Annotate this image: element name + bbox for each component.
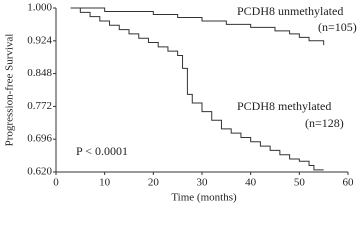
x-tick-label: 50	[294, 177, 306, 189]
y-axis-title: Progression-free Survival	[4, 34, 16, 147]
annotation: (n=105)	[318, 20, 357, 34]
x-tick-label: 40	[245, 177, 257, 189]
x-axis-title: Time (months)	[171, 192, 237, 204]
y-tick-label: 1.000	[27, 2, 52, 14]
y-tick-label: 0.848	[27, 67, 52, 79]
y-tick-label: 0.924	[27, 34, 52, 46]
annotation: (n=128)	[305, 116, 344, 130]
survival-curve	[70, 7, 325, 46]
series-label: PCDH8 methylated	[237, 99, 331, 113]
x-tick-label: 60	[343, 177, 355, 189]
y-tick-label: 0.696	[27, 133, 52, 145]
x-tick-label: 0	[53, 177, 59, 189]
x-tick-label: 10	[99, 177, 111, 189]
series-label: PCDH8 unmethylated	[237, 4, 343, 18]
x-tick-label: 20	[148, 177, 160, 189]
y-tick-label: 0.620	[27, 166, 52, 178]
x-tick-label: 30	[197, 177, 209, 189]
y-tick-label: 0.772	[27, 100, 52, 112]
chart: Progression-free Survival Time (months) …	[4, 2, 357, 204]
survival-curve	[70, 7, 324, 171]
annotation: P < 0.0001	[76, 144, 128, 158]
